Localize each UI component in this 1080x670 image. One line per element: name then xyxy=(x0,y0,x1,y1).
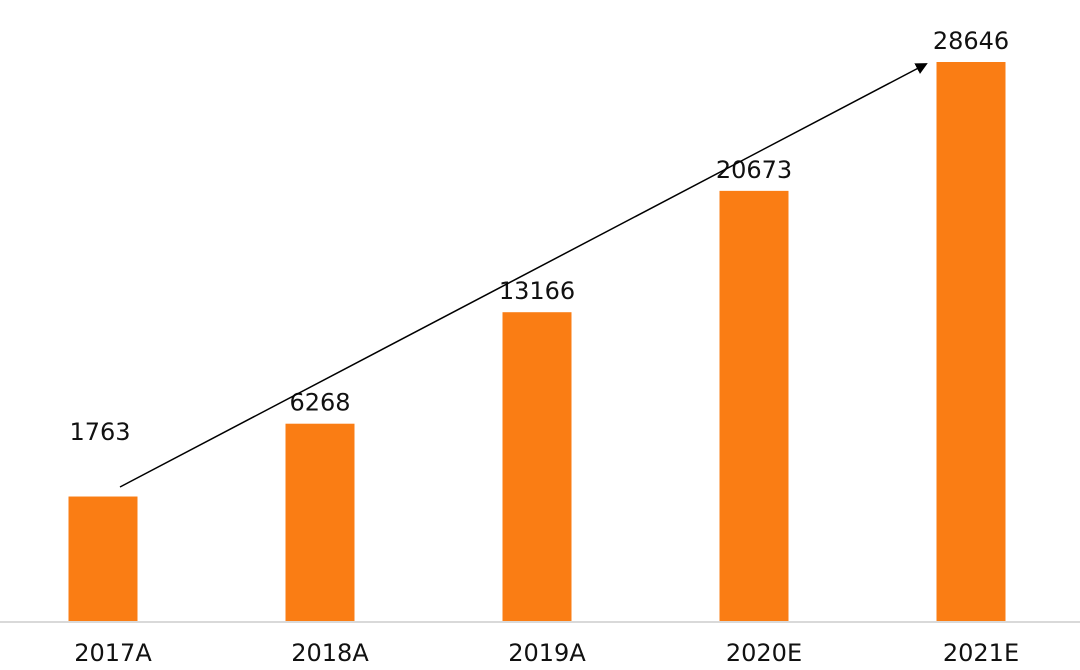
x-tick-2020e: 2020E xyxy=(726,639,802,667)
x-tick-2018a: 2018A xyxy=(291,639,369,667)
data-label-2020e: 20673 xyxy=(716,156,792,184)
bar-2021e xyxy=(936,62,1006,622)
x-tick-2019a: 2019A xyxy=(508,639,586,667)
annotation-layer xyxy=(119,63,928,488)
bars-layer xyxy=(68,62,1006,622)
x-tick-2021e: 2021E xyxy=(943,639,1019,667)
bar-2018a xyxy=(285,423,355,622)
data-label-2017a: 1763 xyxy=(69,418,130,446)
data-label-2021e: 28646 xyxy=(933,27,1009,55)
bar-2020e xyxy=(719,190,789,622)
bar-2019a xyxy=(502,312,572,622)
x-tick-2017a: 2017A xyxy=(74,639,152,667)
trend-arrow xyxy=(119,63,928,488)
labels-layer: 17632017A62682018A131662019A206732020E28… xyxy=(69,27,1019,667)
bar-2017a xyxy=(68,496,138,622)
